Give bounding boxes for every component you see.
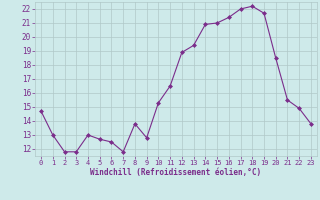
X-axis label: Windchill (Refroidissement éolien,°C): Windchill (Refroidissement éolien,°C) [91, 168, 261, 177]
